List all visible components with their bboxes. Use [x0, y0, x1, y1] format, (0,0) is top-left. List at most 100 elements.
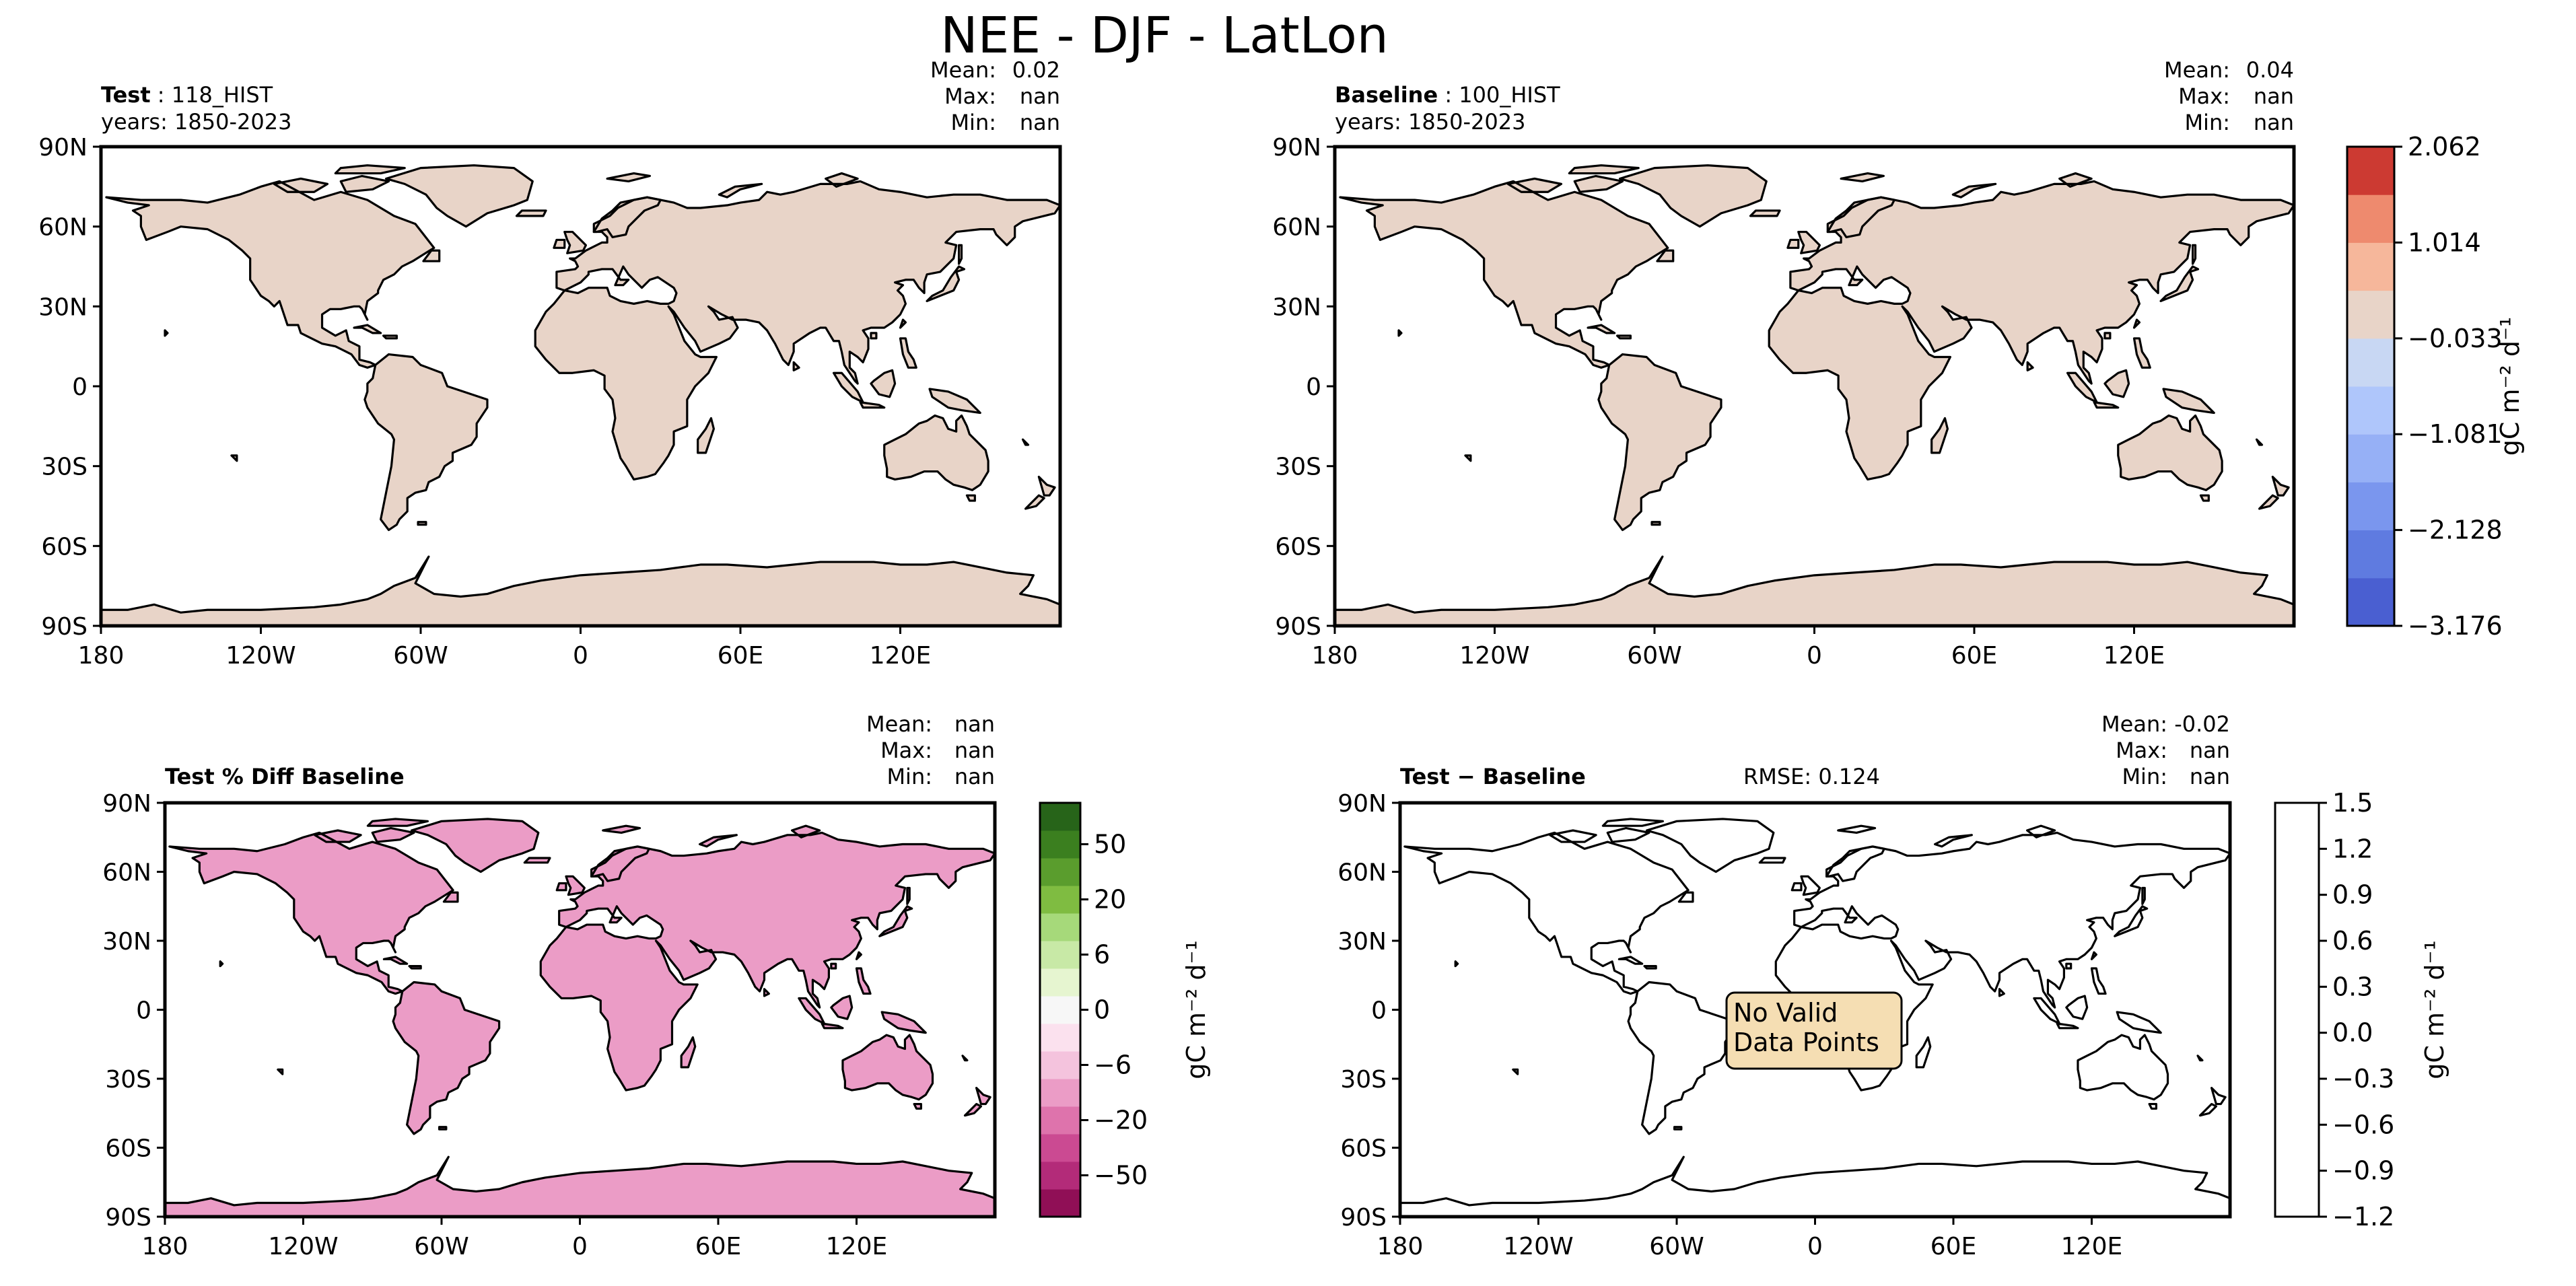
colorbar-segment [1040, 913, 1080, 941]
panel-diff: Test − Baseline RMSE: 0.124 Mean: -0.02 … [1337, 711, 2232, 1260]
x-tick-label: 0 [572, 1233, 588, 1260]
colorbar-label: gC m⁻² d⁻¹ [2420, 940, 2449, 1079]
geo-layer [165, 818, 995, 1217]
x-tick-label: 60W [393, 642, 448, 670]
colorbar-tick-label: 1.5 [2332, 788, 2373, 818]
stat-label: Max: [2178, 83, 2230, 109]
stat-label: Max: [2116, 738, 2167, 763]
x-tick-label: 0 [573, 642, 588, 670]
colorbar-label: gC m⁻² d⁻¹ [1181, 940, 1211, 1079]
stat-label: Mean: [930, 57, 996, 83]
colorbar-segment [1040, 1079, 1080, 1107]
x-tick-label: 120W [1503, 1233, 1573, 1260]
colorbar-tick-label: −0.3 [2332, 1064, 2394, 1094]
stat-label: Min: [950, 110, 996, 135]
colorbar-tick-label: −0.9 [2332, 1156, 2394, 1186]
x-tick-label: 60E [1930, 1233, 1977, 1260]
stat-label: Mean: [866, 711, 932, 737]
colorbar-tick-label: 1.014 [2408, 227, 2481, 257]
panel-test: Test : 118_HIST years: 1850-2023 Mean: 0… [38, 57, 1062, 670]
y-tick-label: 60S [41, 533, 88, 561]
panel-pctdiff: Test % Diff Baseline Mean: nan Max: nan … [102, 711, 997, 1260]
colorbar-segment [1040, 1189, 1080, 1217]
colorbar-tick-label: 50 [1094, 830, 1126, 859]
colorbar-tick-label: 2.062 [2408, 132, 2481, 162]
colorbar-segment [2347, 530, 2394, 579]
colorbar-segment [1040, 803, 1080, 831]
geo-layer [1335, 164, 2294, 626]
panel-baseline: Baseline : 100_HIST years: 1850-2023 Mea… [1272, 57, 2296, 670]
colorbar-label: gC m⁻² d⁻¹ [2495, 317, 2525, 456]
colorbar-segment [2275, 803, 2319, 1217]
y-tick-label: 30N [1337, 928, 1387, 956]
colorbar-segment [2347, 577, 2394, 627]
colorbar-tick-label: −3.176 [2408, 611, 2503, 641]
y-tick-label: 0 [72, 373, 88, 401]
colorbar-segment [1040, 1162, 1080, 1190]
y-tick-label: 30S [41, 454, 88, 481]
colorbar-pctdiff: 50 20 6 0 −6 −20 −50 gC m⁻² d⁻¹ [1039, 801, 1211, 1218]
x-tick-label: 120W [268, 1233, 338, 1260]
x-tick-label: 0 [1807, 1233, 1823, 1260]
colorbar-segment [2347, 434, 2394, 483]
panel-diff-title: Test − Baseline [1400, 764, 1586, 789]
stat-label: Max: [944, 83, 996, 109]
stat-value: -0.02 [2174, 711, 2230, 737]
stat-value: nan [2254, 83, 2294, 109]
x-tick-label: 60W [1649, 1233, 1704, 1260]
y-tick-label: 60N [102, 859, 151, 887]
stat-label: Min: [886, 764, 932, 789]
x-tick-label: 60W [414, 1233, 468, 1260]
y-tick-label: 30N [102, 928, 151, 956]
y-tick-label: 90N [1337, 790, 1387, 818]
colorbar-tick-label: −6 [1094, 1050, 1132, 1080]
stat-label: Mean: [2164, 57, 2230, 83]
panel-test-title-rest: : 118_HIST [151, 82, 273, 108]
y-tick-label: 90S [41, 613, 88, 641]
y-tick-label: 90N [1272, 134, 1321, 162]
y-tick-label: 30N [38, 293, 88, 321]
panel-diff-stats: Mean: -0.02 Max: nan Min: nan [2101, 711, 2230, 789]
colorbar-tick-label: 6 [1094, 940, 1110, 970]
y-tick-label: 60S [1275, 533, 1321, 561]
panel-test-title: Test : 118_HIST [101, 82, 273, 108]
x-tick-label: 180 [142, 1233, 188, 1260]
stat-value: nan [954, 711, 995, 737]
panel-test-years: years: 1850-2023 [101, 109, 291, 135]
x-tick-label: 180 [78, 642, 125, 670]
y-tick-label: 60S [1340, 1135, 1387, 1163]
colorbar-segment [1040, 1051, 1080, 1079]
x-tick-label: 60E [718, 642, 764, 670]
colorbar-segment [2347, 290, 2394, 339]
x-tick-label: 120W [1459, 642, 1529, 670]
y-tick-label: 60N [1337, 859, 1387, 887]
colorbar-segment [1040, 968, 1080, 997]
colorbar-segment [1040, 996, 1080, 1024]
y-tick-label: 90N [38, 134, 88, 162]
no-data-box: No Valid Data Points [1725, 991, 1903, 1070]
colorbar-segment [1040, 941, 1080, 969]
colorbar-segment [1040, 858, 1080, 886]
stat-value: nan [2190, 738, 2230, 763]
colorbar-diff: 1.5 1.2 0.9 0.6 0.3 0.0 −0.3 −0.6 −0.9 −1.2 gC m⁻²… [2274, 788, 2449, 1231]
map-pctdiff: 180 120W 60W 0 60E 120E 90N 60N 30N 0 30S 60S 90S [102, 790, 997, 1260]
map-baseline: 180 120W 60W 0 60E 120E 90N 60N 30N 0 30S 60S 90S [1272, 134, 2296, 670]
colorbar-tick-label: −1.2 [2332, 1202, 2394, 1231]
colorbar-tick-label: −2.128 [2408, 515, 2503, 545]
y-tick-label: 0 [1306, 373, 1321, 401]
colorbar-tick-label: −0.033 [2408, 324, 2503, 353]
panel-baseline-title: Baseline : 100_HIST [1335, 82, 1560, 108]
no-data-box-bg [1725, 991, 1903, 1070]
colorbar-main: 2.062 1.014 −0.033 −1.081 −2.128 −3.176 gC m⁻²… [2346, 132, 2525, 641]
y-tick-label: 60N [1272, 214, 1321, 242]
x-tick-label: 180 [1377, 1233, 1424, 1260]
stat-value: 0.02 [1012, 57, 1060, 83]
map-area [165, 818, 995, 1217]
colorbar-tick-label: −50 [1094, 1161, 1148, 1190]
stat-value: 0.04 [2246, 57, 2294, 83]
colorbar-segment [2347, 147, 2394, 195]
x-tick-label: 0 [1807, 642, 1822, 670]
x-tick-label: 60E [1951, 642, 1998, 670]
colorbar-segment [2347, 194, 2394, 243]
land-fill [1335, 165, 2294, 626]
